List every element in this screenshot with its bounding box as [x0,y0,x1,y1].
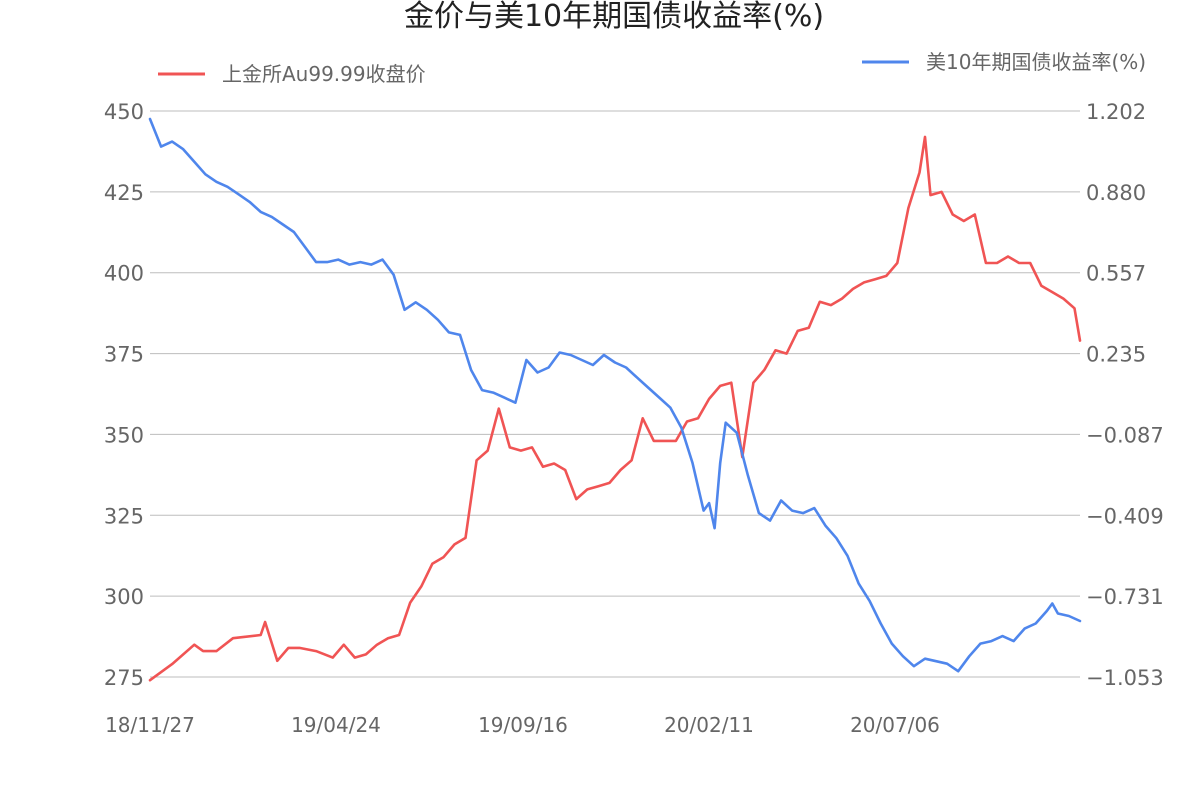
x-tick-label: 19/09/16 [478,713,568,737]
gold-price-line [148,135,1082,682]
y-right-tick-label: 0.235 [1086,343,1146,367]
y-right-tick-label: 1.202 [1086,100,1146,124]
y-right-tick-label: −0.087 [1086,423,1164,447]
y-axis-left: 275 300 325 350 375 400 425 450 [104,100,144,690]
y-left-tick-label: 275 [104,666,144,690]
y-left-tick-label: 375 [104,343,144,367]
y-left-tick-label: 425 [104,181,144,205]
y-left-tick-label: 350 [104,423,144,447]
gridlines [150,110,1080,678]
x-tick-label: 18/11/27 [105,713,195,737]
y-left-tick-label: 300 [104,585,144,609]
y-left-tick-label: 325 [104,504,144,528]
chart-title: 金价与美10年期国债收益率(%) [404,0,824,34]
x-tick-label: 20/02/11 [664,713,754,737]
y-right-tick-label: 0.880 [1086,181,1146,205]
y-right-tick-label: −0.409 [1086,504,1164,528]
y-right-tick-label: −0.731 [1086,585,1164,609]
y-right-tick-label: −1.053 [1086,666,1164,690]
legend-label-gold: 上金所Au99.99收盘价 [222,62,426,86]
yield-line [148,117,1082,673]
y-right-tick-label: 0.557 [1086,262,1146,286]
plot-area [148,117,1082,682]
legend: 上金所Au99.99收盘价 美10年期国债收益率(%) [158,50,1146,86]
x-tick-label: 20/07/06 [850,713,940,737]
y-left-tick-label: 400 [104,262,144,286]
x-tick-label: 19/04/24 [291,713,381,737]
y-left-tick-label: 450 [104,100,144,124]
legend-label-yield: 美10年期国债收益率(%) [926,50,1146,74]
y-axis-right: −1.053 −0.731 −0.409 −0.087 0.235 0.557 0.880 1… [1086,100,1164,690]
x-axis: 18/11/27 19/04/24 19/09/16 20/02/11 20/07/06 [105,713,940,737]
